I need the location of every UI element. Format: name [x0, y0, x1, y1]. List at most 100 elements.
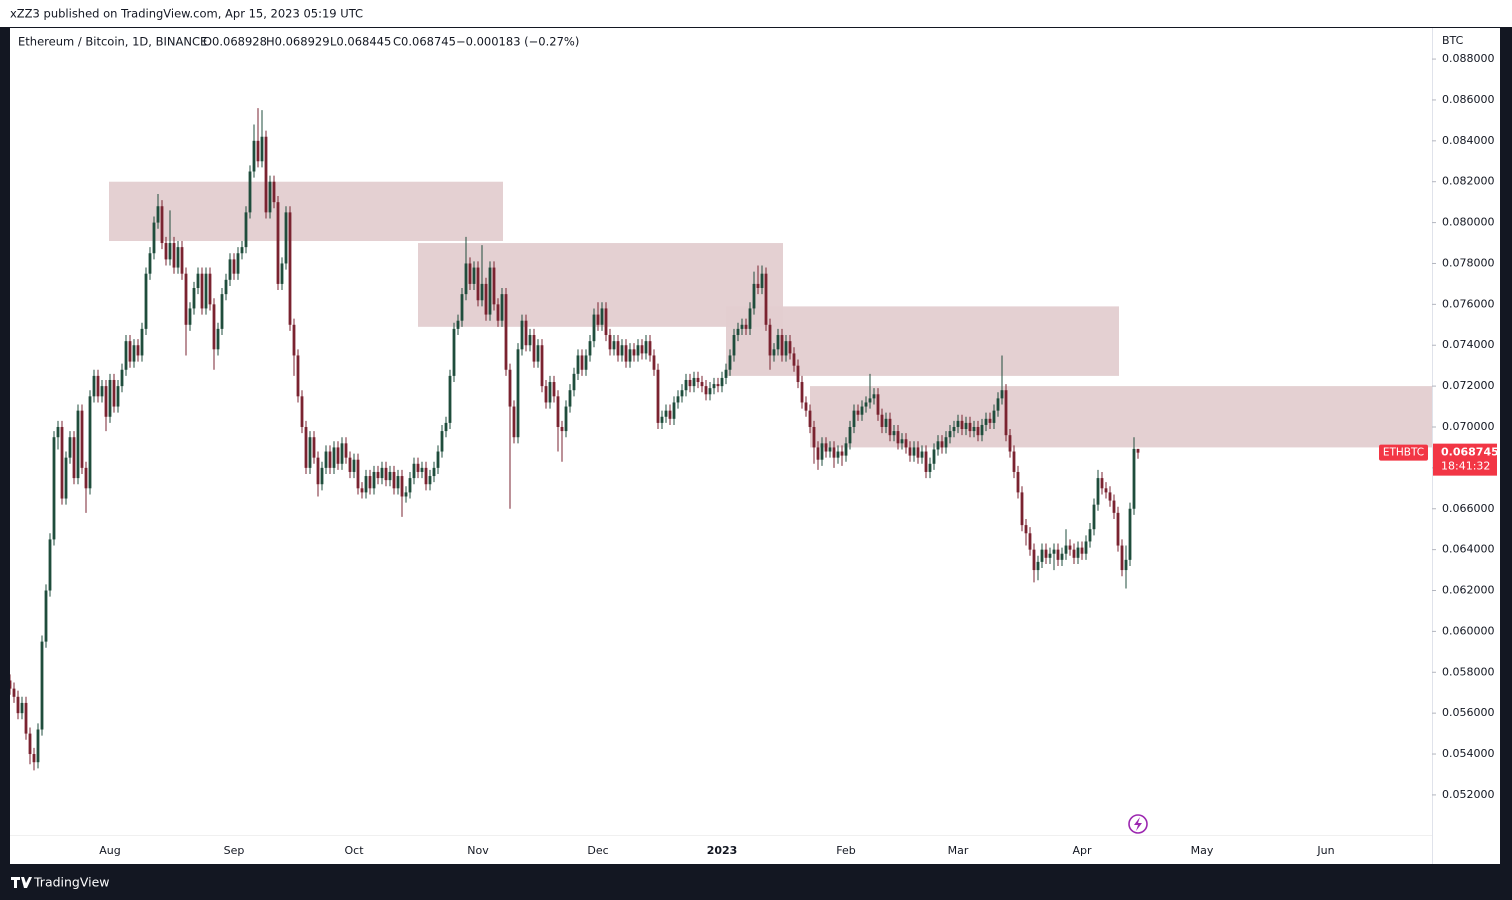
candle-body — [164, 243, 168, 260]
candle-body — [832, 447, 836, 458]
candle-body — [756, 283, 760, 288]
candle-body — [776, 335, 780, 350]
candle-body — [1012, 451, 1016, 472]
candle-body — [332, 447, 336, 468]
symbol-tag-label: ETHBTC — [1383, 447, 1424, 459]
candle-body — [1100, 478, 1104, 489]
candle-body — [220, 294, 224, 329]
candle-body — [264, 136, 268, 213]
candle-body — [176, 247, 180, 268]
candle-body — [1112, 500, 1116, 513]
candle-body — [464, 263, 468, 295]
candle-body — [600, 308, 604, 325]
candle-body — [940, 441, 944, 448]
plot-area — [10, 108, 1432, 771]
candle-body — [340, 443, 344, 464]
candle-body — [812, 426, 816, 448]
candle-body — [128, 341, 132, 362]
candle-body — [1004, 390, 1008, 436]
candle-body — [192, 287, 196, 309]
candle-body — [732, 335, 736, 356]
candle-body — [896, 431, 900, 444]
candle-body — [100, 386, 104, 397]
candle-body — [516, 349, 520, 438]
y-tick-label: 0.076000 — [1442, 297, 1495, 310]
footer-logo — [11, 877, 32, 888]
candle-body — [404, 492, 408, 497]
candle-body — [988, 418, 992, 423]
candle-body — [760, 273, 764, 288]
candle-body — [596, 314, 600, 325]
y-tick-label: 0.060000 — [1442, 624, 1495, 637]
candle-body — [1072, 549, 1076, 558]
y-tick-label: 0.070000 — [1442, 420, 1495, 433]
candle-body — [672, 402, 676, 419]
candle-body — [136, 345, 140, 356]
icon-circle[interactable] — [1128, 814, 1148, 834]
candle-body — [276, 202, 280, 284]
candle-body — [48, 539, 52, 591]
candle-body — [484, 283, 488, 315]
candle-body — [140, 328, 144, 356]
candle-body — [1008, 435, 1012, 452]
candle-body — [1028, 533, 1032, 550]
candle-body — [724, 369, 728, 378]
candle-body — [28, 733, 32, 755]
candle-body — [344, 443, 348, 458]
candle-body — [16, 696, 20, 714]
candle-body — [376, 471, 380, 479]
candle-body — [1096, 478, 1100, 505]
candle-body — [612, 341, 616, 350]
candle-body — [1136, 448, 1140, 453]
candle-body — [1092, 504, 1096, 530]
candle-body — [816, 447, 820, 460]
candle-body — [676, 396, 680, 403]
candle-body — [980, 424, 984, 436]
candle-body — [976, 426, 980, 436]
candle-body — [112, 379, 116, 407]
candle-body — [268, 181, 272, 213]
x-tick-label: Dec — [587, 844, 608, 857]
supply-zone — [810, 386, 1432, 448]
candle-body — [56, 426, 60, 438]
replay-icon[interactable] — [1128, 814, 1148, 834]
candle-body — [708, 388, 712, 395]
candle-body — [88, 396, 92, 489]
candle-body — [1016, 471, 1020, 493]
candle-body — [492, 267, 496, 305]
candle-body — [280, 263, 284, 284]
candle-body — [380, 467, 384, 479]
candle-body — [452, 328, 456, 376]
candle-body — [80, 410, 84, 468]
candle-body — [1132, 448, 1136, 509]
candle-body — [712, 384, 716, 389]
candle-body — [228, 259, 232, 280]
candle-body — [512, 406, 516, 438]
candle-body — [1068, 545, 1072, 550]
candle-body — [368, 476, 372, 489]
candle-body — [944, 437, 948, 448]
candle-body — [272, 181, 276, 203]
logo-mark — [11, 877, 32, 888]
candle-body — [956, 420, 960, 427]
candle-body — [460, 294, 464, 321]
candle-body — [884, 418, 888, 427]
candle-body — [292, 324, 296, 356]
candle-body — [440, 431, 444, 452]
candle-body — [728, 355, 732, 370]
candle-body — [860, 406, 864, 415]
price-tag-countdown: 18:41:32 — [1441, 460, 1490, 473]
x-tick-label: Jun — [1316, 844, 1334, 857]
icon-bolt[interactable] — [1134, 817, 1142, 831]
price-tag-value: 0.068745 — [1441, 446, 1499, 459]
candle-body — [356, 459, 360, 489]
candle-body — [692, 377, 696, 387]
candle-body — [780, 335, 784, 356]
candle-body — [848, 426, 852, 444]
candle-body — [632, 349, 636, 356]
candle-body — [260, 136, 264, 162]
candle-body — [772, 349, 776, 356]
candle-body — [108, 379, 112, 417]
